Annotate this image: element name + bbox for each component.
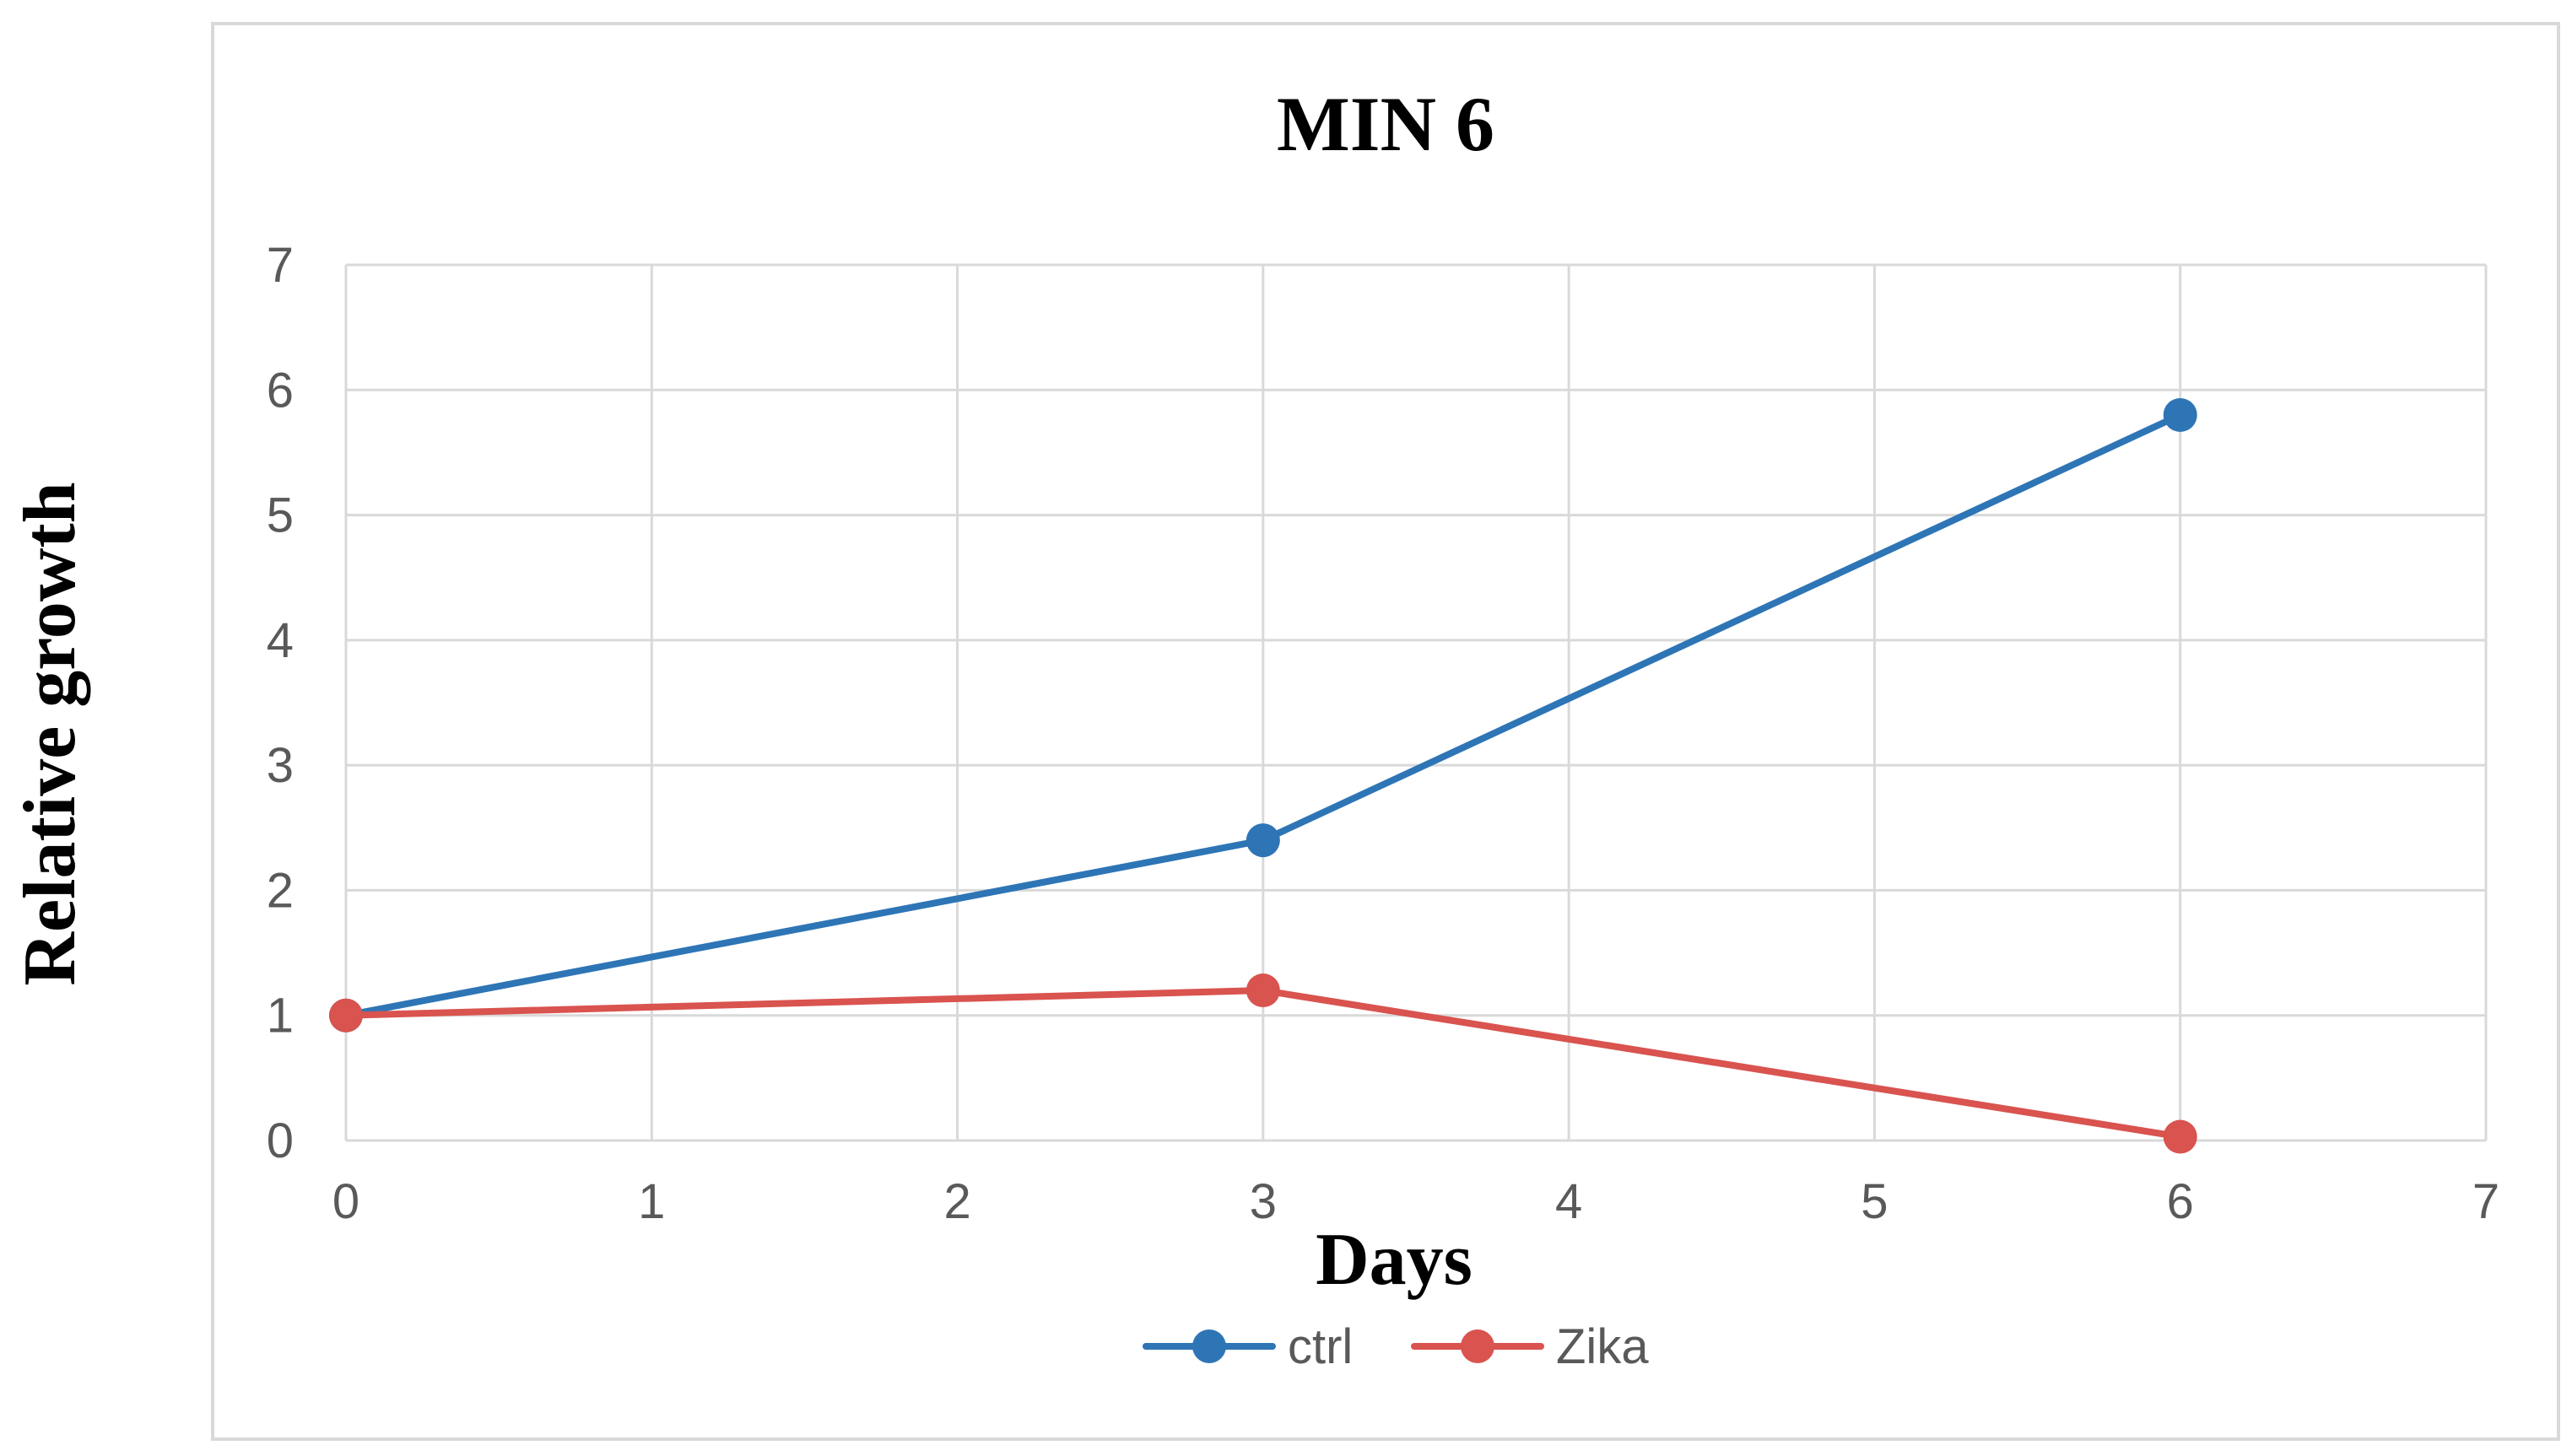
y-tick-label: 7 <box>267 238 294 293</box>
x-tick-label: 3 <box>1250 1174 1277 1229</box>
chart-title: MIN 6 <box>1277 81 1494 167</box>
y-tick-label: 1 <box>267 989 294 1043</box>
y-tick-label: 4 <box>267 613 294 668</box>
x-tick-label: 1 <box>638 1174 665 1229</box>
data-point-zika <box>2163 1119 2197 1154</box>
x-tick-label: 6 <box>2167 1174 2194 1229</box>
legend-marker-ctrl <box>1192 1329 1226 1363</box>
legend-marker-zika <box>1461 1329 1494 1363</box>
y-axis-ticks: 0 1 2 3 4 5 6 7 <box>267 238 294 1168</box>
y-tick-label: 5 <box>267 488 294 543</box>
y-tick-label: 0 <box>267 1114 294 1168</box>
legend-label-zika: Zika <box>1556 1319 1649 1374</box>
x-axis-ticks: 0 1 2 3 4 5 6 7 <box>332 1174 2499 1229</box>
x-tick-label: 7 <box>2472 1174 2499 1229</box>
gridlines <box>344 263 2488 1142</box>
y-axis-title: Relative growth <box>9 482 91 985</box>
data-point-ctrl <box>1245 823 1280 858</box>
x-tick-label: 5 <box>1861 1174 1888 1229</box>
x-tick-label: 0 <box>332 1174 359 1229</box>
series-group <box>329 397 2197 1154</box>
y-tick-label: 6 <box>267 363 294 418</box>
data-point-ctrl <box>2163 397 2197 432</box>
x-axis-title: Days <box>1316 1219 1472 1301</box>
y-tick-label: 3 <box>267 738 294 793</box>
chart-frame <box>211 22 2560 1441</box>
data-point-zika <box>329 998 363 1033</box>
y-tick-label: 2 <box>267 863 294 918</box>
legend: ctrl Zika <box>1143 1319 1649 1374</box>
x-tick-label: 2 <box>943 1174 970 1229</box>
x-tick-label: 4 <box>1555 1174 1582 1229</box>
data-point-zika <box>1245 973 1280 1008</box>
legend-label-ctrl: ctrl <box>1288 1319 1353 1374</box>
